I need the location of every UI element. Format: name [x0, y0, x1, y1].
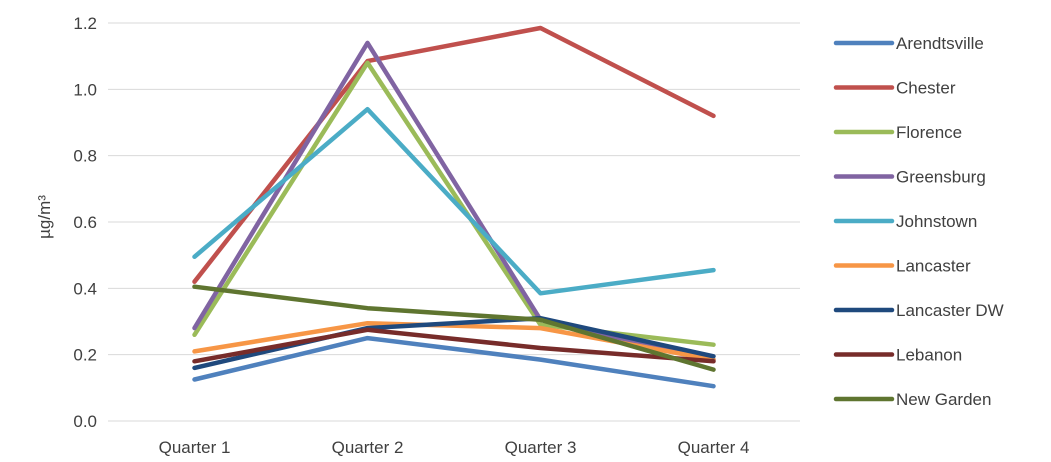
legend-label: Florence — [896, 123, 962, 142]
x-tick-label: Quarter 1 — [159, 438, 231, 457]
legend-label: Arendtsville — [896, 34, 984, 53]
legend-label: Chester — [896, 79, 956, 98]
y-axis-title: µg/m³ — [35, 195, 54, 239]
y-axis-ticks: 0.0 0.2 0.4 0.6 0.8 1.0 1.2 — [73, 14, 97, 431]
series-line-lebanon — [192, 327, 716, 364]
y-tick-label: 1.2 — [73, 14, 97, 33]
series-line-new-garden — [192, 284, 716, 372]
legend-label: Lancaster DW — [896, 301, 1004, 320]
y-tick-label: 0.4 — [73, 279, 97, 298]
legend-label: Lancaster — [896, 257, 971, 276]
x-tick-label: Quarter 4 — [678, 438, 750, 457]
series-line-florence — [192, 60, 716, 347]
legend-label: New Garden — [896, 390, 991, 409]
series-line-chester — [192, 25, 716, 284]
series-lines — [192, 25, 716, 389]
x-axis-ticks: Quarter 1 Quarter 2 Quarter 3 Quarter 4 — [159, 438, 750, 457]
series-line-lancaster-dw — [192, 315, 716, 371]
y-tick-label: 0.0 — [73, 412, 97, 431]
y-tick-label: 0.8 — [73, 147, 97, 166]
y-tick-label: 0.2 — [73, 346, 97, 365]
series-line-johnstown — [192, 106, 716, 296]
legend-label: Lebanon — [896, 346, 962, 365]
legend-label: Greensburg — [896, 168, 986, 187]
legend: Arendtsville Chester Florence Greensburg Joh… — [833, 34, 1004, 409]
legend-label: Johnstown — [896, 212, 977, 231]
y-tick-label: 0.6 — [73, 213, 97, 232]
y-tick-label: 1.0 — [73, 80, 97, 99]
x-tick-label: Quarter 2 — [332, 438, 404, 457]
series-line-arendtsville — [192, 335, 716, 389]
x-tick-label: Quarter 3 — [505, 438, 577, 457]
